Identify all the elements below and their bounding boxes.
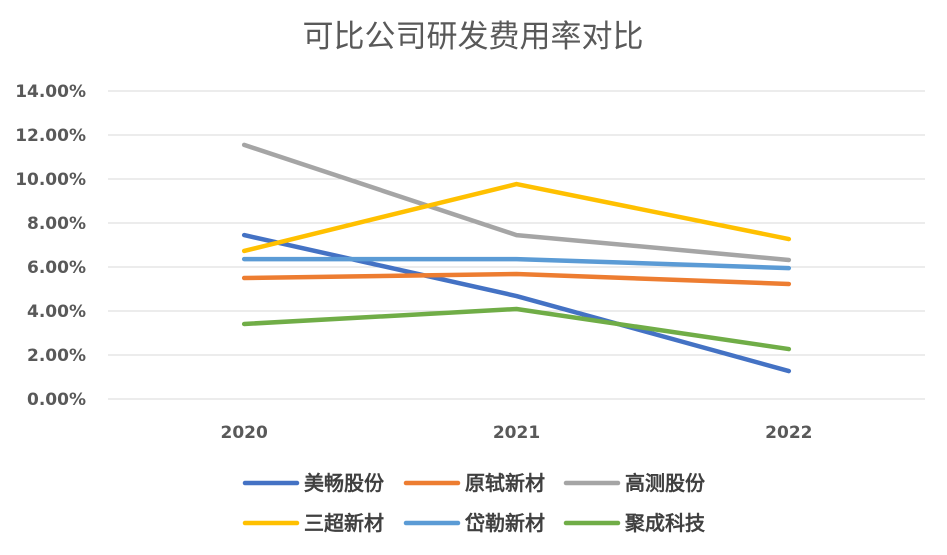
gridlines xyxy=(108,90,925,400)
legend-item: 高测股份 xyxy=(563,471,706,495)
legend-item: 三超新材 xyxy=(242,511,384,535)
series-line-2 xyxy=(241,142,792,263)
y-tick-label: 12.00% xyxy=(15,126,86,146)
legend-item: 美畅股份 xyxy=(242,471,385,495)
legend-item: 聚成科技 xyxy=(563,511,706,535)
series-line-0 xyxy=(241,232,792,374)
series-line-3 xyxy=(241,181,792,254)
y-tick-label: 0.00% xyxy=(27,390,86,410)
x-tick-label: 2022 xyxy=(765,423,812,443)
y-tick-label: 14.00% xyxy=(15,82,86,102)
series-lines xyxy=(241,142,792,374)
x-axis: 2020 2021 2022 xyxy=(221,423,813,443)
legend-item: 原轼新材 xyxy=(403,471,545,495)
x-tick-label: 2020 xyxy=(221,423,268,443)
y-tick-label: 8.00% xyxy=(27,214,86,234)
legend-label: 三超新材 xyxy=(304,511,384,535)
legend-label: 高测股份 xyxy=(625,471,706,495)
legend-label: 岱勒新材 xyxy=(464,511,545,535)
series-line-5 xyxy=(241,306,792,352)
x-tick-label: 2021 xyxy=(493,423,540,443)
y-tick-label: 6.00% xyxy=(27,258,86,278)
y-tick-label: 2.00% xyxy=(27,346,86,366)
legend-item: 岱勒新材 xyxy=(403,511,545,535)
chart-title: 可比公司研发费用率对比 xyxy=(303,19,644,55)
y-tick-label: 10.00% xyxy=(15,170,86,190)
y-tick-label: 4.00% xyxy=(27,302,86,322)
legend-label: 聚成科技 xyxy=(624,511,706,535)
series-line-1 xyxy=(241,271,792,287)
y-axis: 0.00% 2.00% 4.00% 6.00% 8.00% 10.00% 12.00% 14.… xyxy=(15,82,86,410)
legend-label: 美畅股份 xyxy=(304,471,385,495)
legend-label: 原轼新材 xyxy=(465,471,545,495)
